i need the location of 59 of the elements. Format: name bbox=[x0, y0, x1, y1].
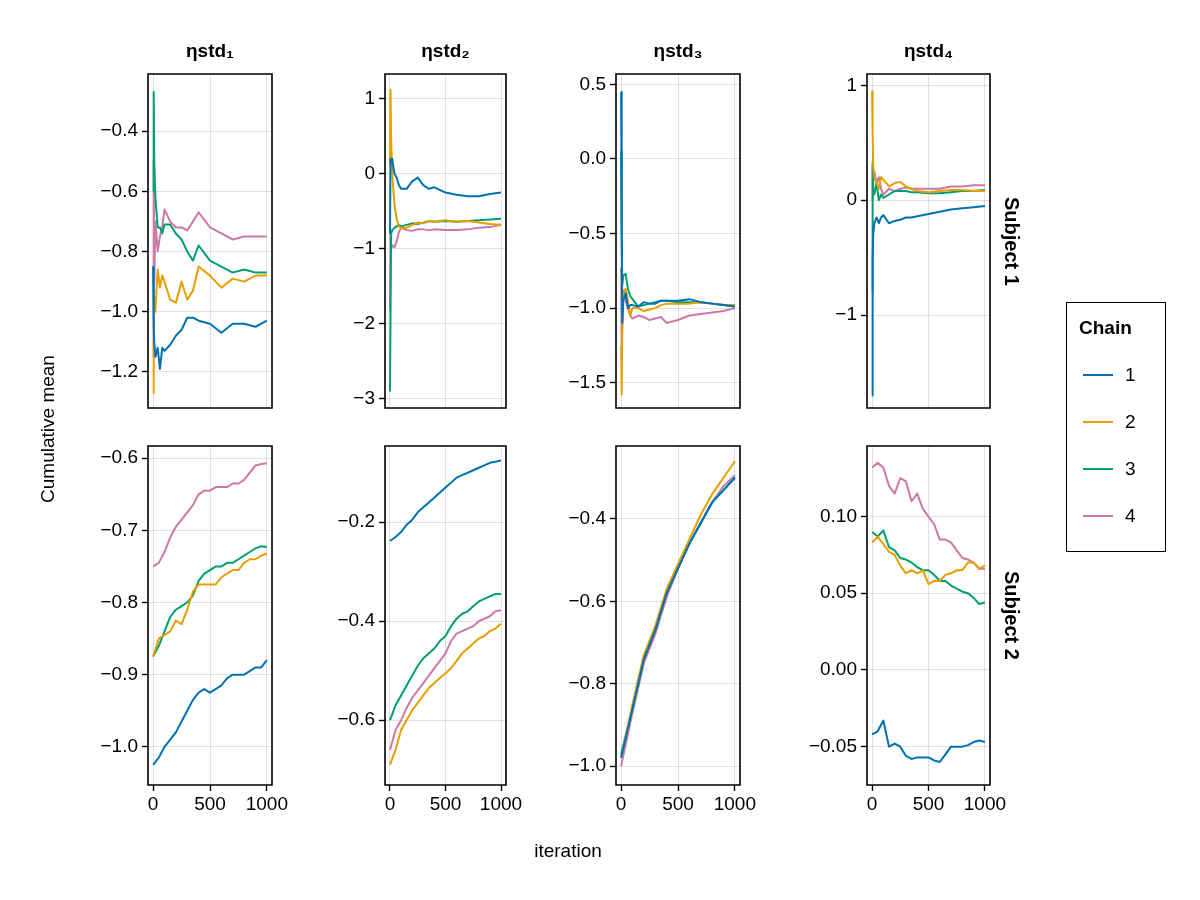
y-tick-label: −0.8 bbox=[568, 671, 606, 693]
legend-label: 3 bbox=[1125, 457, 1136, 480]
x-tick-label: 1000 bbox=[713, 792, 757, 814]
y-tick-label: −0.6 bbox=[100, 446, 138, 468]
y-tick-label: 0 bbox=[364, 162, 375, 184]
text: Subject 2 bbox=[1000, 570, 1023, 662]
y-tick-label: 0.5 bbox=[579, 72, 606, 94]
x-tick-label: 500 bbox=[912, 792, 945, 814]
legend-label: 1 bbox=[1125, 363, 1136, 386]
y-tick-label: −0.8 bbox=[100, 590, 138, 612]
y-tick-label: 1 bbox=[846, 73, 857, 95]
y-tick-label: −2 bbox=[353, 312, 375, 334]
y-tick-label: −0.2 bbox=[337, 510, 375, 532]
y-tick-label: −0.6 bbox=[568, 589, 606, 611]
y-tick-label: −1.0 bbox=[100, 735, 138, 757]
y-tick-label: −0.4 bbox=[100, 119, 139, 141]
y-tick-label: −1 bbox=[353, 237, 375, 259]
chart-title: ηstd₃ bbox=[652, 40, 704, 62]
chart-title: ηstd₂ bbox=[420, 40, 471, 62]
x-tick-label: 1000 bbox=[963, 792, 1007, 814]
y-tick-label: −1.0 bbox=[568, 754, 606, 776]
x-tick-label: 500 bbox=[429, 792, 462, 814]
y-tick-label: −0.6 bbox=[100, 179, 138, 201]
y-tick-label: −0.6 bbox=[337, 708, 375, 730]
x-tick-label: 1000 bbox=[245, 792, 289, 814]
chart-title: ηstd₄ bbox=[902, 40, 955, 62]
y-tick-label: 0 bbox=[846, 188, 857, 210]
x-tick-label: 0 bbox=[147, 792, 159, 814]
y-tick-label: −3 bbox=[353, 387, 375, 409]
y-tick-label: −1.0 bbox=[568, 296, 606, 318]
legend-title: Chain bbox=[1079, 317, 1133, 339]
x-tick-label: 0 bbox=[384, 792, 396, 814]
x-axis-title: iteration bbox=[533, 840, 603, 862]
y-tick-label: −0.7 bbox=[100, 518, 138, 540]
x-tick-label: 500 bbox=[194, 792, 226, 814]
y-tick-label: −1.2 bbox=[100, 360, 138, 382]
y-tick-label: 0.05 bbox=[820, 581, 857, 603]
y-tick-label: 0.10 bbox=[820, 504, 857, 526]
y-tick-label: −0.4 bbox=[568, 507, 607, 529]
y-tick-label: −0.8 bbox=[100, 239, 138, 261]
y-tick-label: −0.5 bbox=[568, 221, 606, 243]
y-tick-label: −1 bbox=[835, 303, 857, 325]
y-tick-label: −0.05 bbox=[808, 734, 857, 756]
y-tick-label: 0.00 bbox=[820, 658, 857, 680]
y-tick-label: −0.9 bbox=[100, 662, 138, 684]
legend-label: 4 bbox=[1125, 504, 1136, 527]
y-tick-label: −1.5 bbox=[568, 370, 606, 392]
y-tick-label: −1.0 bbox=[100, 299, 138, 321]
y-axis-title: Cumulative mean bbox=[37, 354, 59, 505]
x-tick-label: 0 bbox=[615, 792, 627, 814]
legend-label: 2 bbox=[1125, 410, 1136, 433]
y-tick-label: 1 bbox=[364, 87, 375, 108]
x-tick-label: 1000 bbox=[479, 792, 523, 814]
chart-title: ηstd₁ bbox=[185, 40, 235, 62]
y-tick-label: −0.4 bbox=[337, 609, 376, 631]
y-tick-label: 0.0 bbox=[579, 147, 606, 169]
text: Subject 1 bbox=[1000, 195, 1023, 288]
x-tick-label: 0 bbox=[866, 792, 878, 814]
x-tick-label: 500 bbox=[662, 792, 694, 814]
